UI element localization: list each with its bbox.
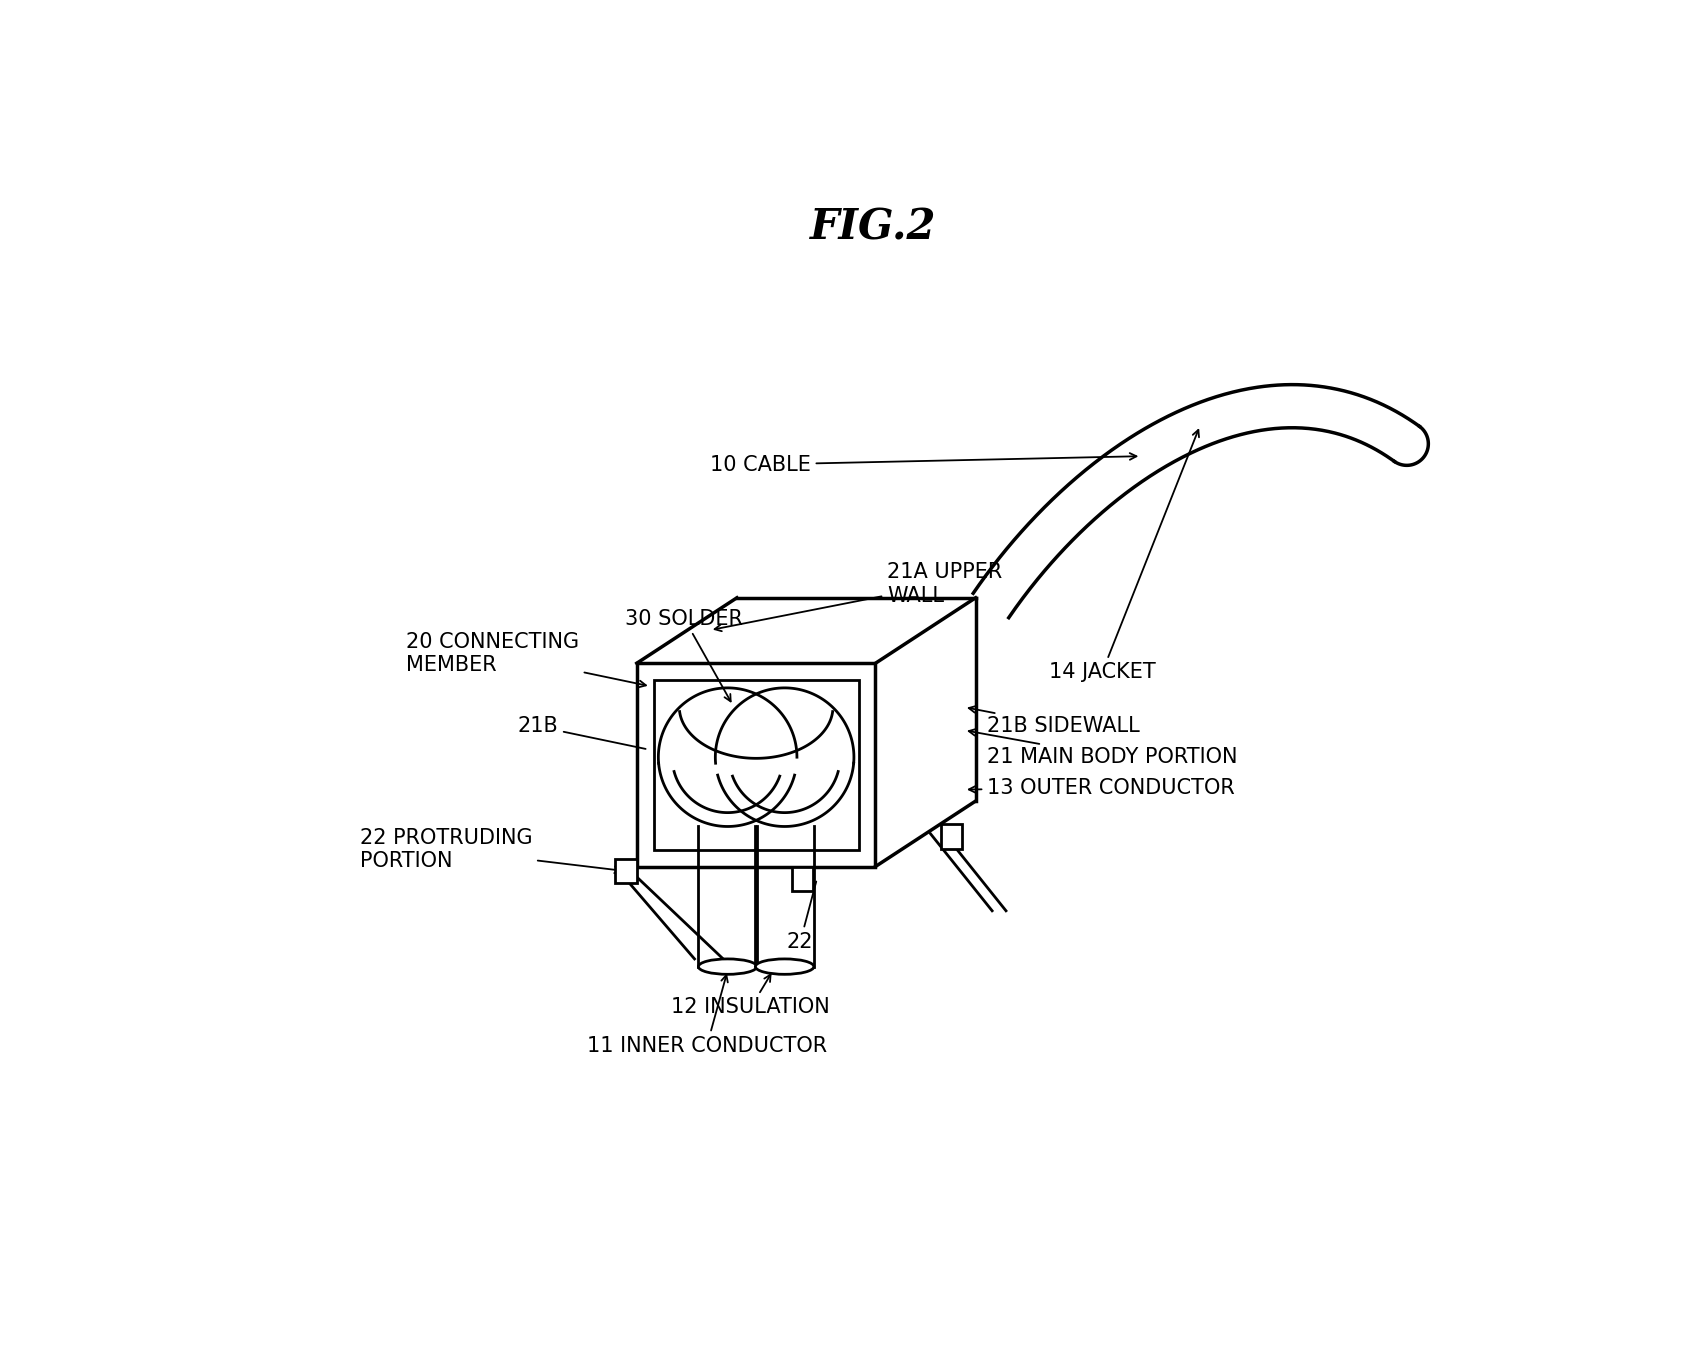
Text: 21B SIDEWALL: 21B SIDEWALL (969, 706, 1139, 737)
Text: 20 CONNECTING
MEMBER: 20 CONNECTING MEMBER (405, 631, 645, 687)
Polygon shape (792, 867, 812, 891)
Text: 21A UPPER
WALL: 21A UPPER WALL (715, 563, 1003, 631)
Ellipse shape (756, 958, 814, 975)
Polygon shape (940, 824, 962, 849)
Text: 22 PROTRUDING
PORTION: 22 PROTRUDING PORTION (359, 828, 622, 873)
Text: 21B: 21B (518, 716, 645, 749)
Polygon shape (615, 858, 637, 883)
Text: 11 INNER CONDUCTOR: 11 INNER CONDUCTOR (588, 975, 828, 1055)
Text: 14 JACKET: 14 JACKET (1049, 430, 1199, 683)
Text: 30 SOLDER: 30 SOLDER (625, 609, 743, 701)
Text: 13 OUTER CONDUCTOR: 13 OUTER CONDUCTOR (969, 778, 1235, 798)
Text: 21 MAIN BODY PORTION: 21 MAIN BODY PORTION (969, 730, 1238, 767)
Text: 12 INSULATION: 12 INSULATION (671, 975, 829, 1017)
Text: FIG.2: FIG.2 (809, 207, 937, 249)
Text: 22: 22 (787, 882, 816, 951)
Text: 10 CABLE: 10 CABLE (710, 453, 1136, 475)
Ellipse shape (698, 958, 756, 975)
